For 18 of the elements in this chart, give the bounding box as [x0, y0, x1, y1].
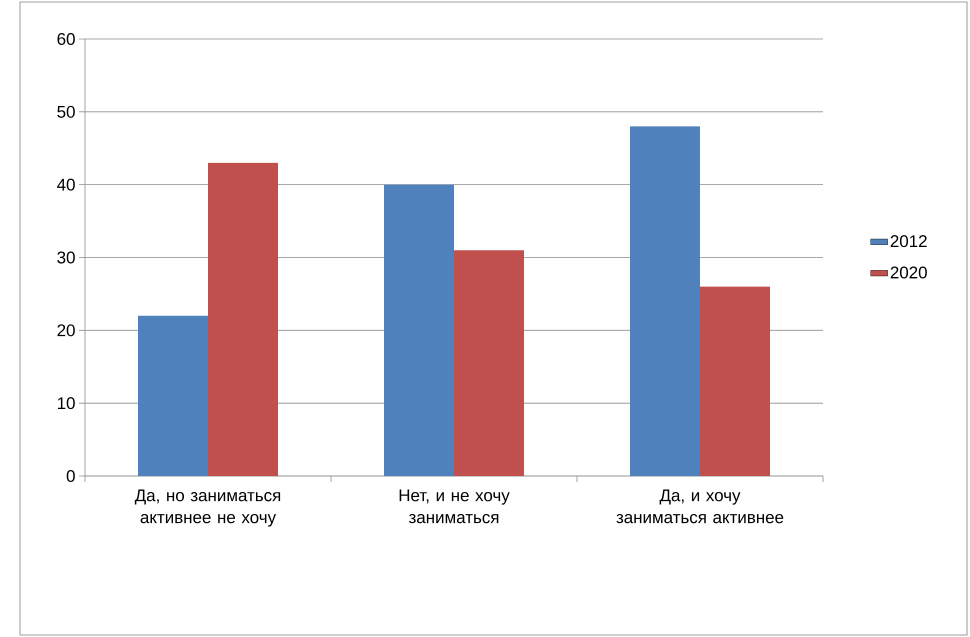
y-tick-label: 60 — [58, 32, 75, 45]
bar — [630, 126, 700, 476]
bar — [208, 162, 278, 476]
bar — [138, 316, 208, 476]
y-tick-label: 50 — [57, 106, 75, 118]
x-tick-label: Нет, и не хочу заниматься — [400, 490, 510, 524]
bar — [384, 184, 454, 476]
y-tick-label: 0 — [66, 470, 75, 482]
x-tick-label: Да, но заниматься активнее не хочу — [134, 490, 280, 527]
bar — [700, 286, 770, 476]
y-tick-label: 30 — [57, 252, 75, 264]
y-tick-label: 20 — [58, 324, 75, 336]
y-tick-label: 40 — [57, 178, 75, 191]
x-tick-label: Да, и хочу заниматься активнее — [616, 490, 784, 524]
legend-label: 2020 — [890, 266, 927, 278]
legend-label: 2012 — [890, 235, 927, 248]
bar — [454, 250, 524, 476]
y-tick-label: 10 — [58, 397, 75, 410]
